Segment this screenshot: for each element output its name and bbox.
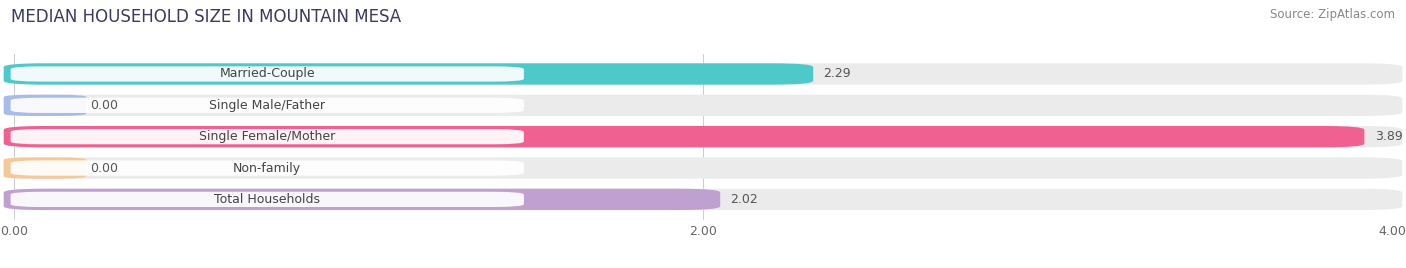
FancyBboxPatch shape (4, 126, 1402, 147)
FancyBboxPatch shape (4, 126, 1364, 147)
Text: Single Female/Mother: Single Female/Mother (200, 130, 336, 143)
FancyBboxPatch shape (4, 95, 1402, 116)
Text: 2.29: 2.29 (824, 68, 851, 80)
FancyBboxPatch shape (11, 98, 524, 113)
Text: Non-family: Non-family (233, 162, 301, 174)
FancyBboxPatch shape (4, 189, 1402, 210)
FancyBboxPatch shape (4, 189, 720, 210)
Text: 0.00: 0.00 (90, 99, 118, 112)
FancyBboxPatch shape (4, 157, 86, 179)
FancyBboxPatch shape (11, 129, 524, 144)
Text: 0.00: 0.00 (90, 162, 118, 174)
Text: Married-Couple: Married-Couple (219, 68, 315, 80)
FancyBboxPatch shape (4, 95, 86, 116)
FancyBboxPatch shape (11, 66, 524, 81)
FancyBboxPatch shape (11, 161, 524, 176)
Text: Single Male/Father: Single Male/Father (209, 99, 325, 112)
FancyBboxPatch shape (4, 157, 1402, 179)
FancyBboxPatch shape (4, 63, 813, 85)
Text: MEDIAN HOUSEHOLD SIZE IN MOUNTAIN MESA: MEDIAN HOUSEHOLD SIZE IN MOUNTAIN MESA (11, 8, 401, 26)
FancyBboxPatch shape (11, 192, 524, 207)
Text: Total Households: Total Households (214, 193, 321, 206)
Text: 3.89: 3.89 (1375, 130, 1402, 143)
FancyBboxPatch shape (4, 63, 1402, 85)
Text: 2.02: 2.02 (731, 193, 758, 206)
Text: Source: ZipAtlas.com: Source: ZipAtlas.com (1270, 8, 1395, 21)
